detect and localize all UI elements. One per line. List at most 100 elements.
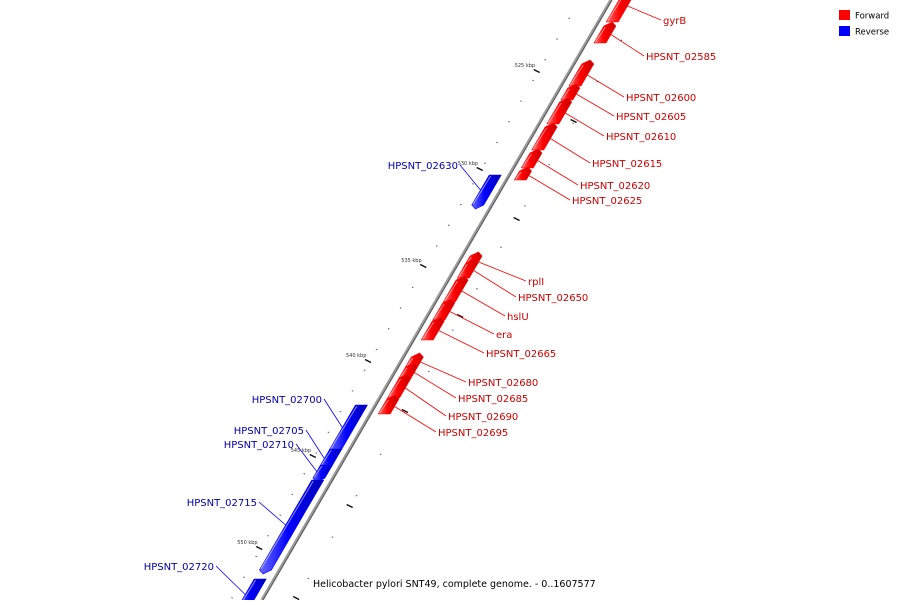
gene-connector (587, 74, 625, 98)
major-tick-mark (533, 68, 541, 74)
major-tick-label: 525 kbp (515, 63, 535, 69)
minor-tick (363, 369, 366, 371)
gene-connector (405, 387, 447, 417)
gene-feature-highlight (472, 175, 492, 205)
gene-connector (610, 34, 645, 57)
major-tick-mark (513, 216, 520, 222)
gene-feature-highlight (607, 0, 622, 22)
minor-tick (451, 329, 454, 331)
gene-label-hpsnt-02605[interactable]: HPSNT_02605 (616, 112, 686, 123)
minor-tick (459, 203, 462, 206)
gene-feature-highlight (330, 405, 358, 450)
minor-tick (351, 390, 354, 392)
gene-feature-hpsnt-02715[interactable] (259, 479, 325, 575)
major-tick-mark (364, 358, 372, 364)
major-tick-mark (309, 453, 317, 459)
minor-tick (255, 555, 258, 558)
gene-label-hpsnt-02630[interactable]: HPSNT_02630 (388, 161, 458, 172)
gene-feature-hpsnt-02665[interactable] (420, 316, 445, 341)
minor-tick (472, 183, 474, 185)
gene-label-hpsnt-02625[interactable]: HPSNT_02625 (572, 196, 642, 207)
minor-tick (315, 452, 318, 454)
gene-label-hpsnt-02665[interactable]: HPSNT_02665 (486, 349, 556, 360)
gene-connector (295, 443, 318, 472)
legend-forward-label: Forward (855, 12, 889, 22)
gene-label-rpli[interactable]: rplI (528, 277, 544, 288)
minor-tick (556, 38, 559, 40)
gene-label-hslu[interactable]: hslU (507, 312, 529, 323)
gene-label-hpsnt-02620[interactable]: HPSNT_02620 (580, 181, 650, 192)
genome-backbone (260, 0, 613, 601)
gene-label-hpsnt-02705[interactable]: HPSNT_02705 (234, 426, 304, 437)
minor-tick (379, 453, 382, 456)
gene-label-hpsnt-02585[interactable]: HPSNT_02585 (646, 52, 716, 63)
gene-label-hpsnt-02710[interactable]: HPSNT_02710 (224, 440, 294, 451)
minor-tick (532, 79, 535, 82)
major-tick-label: 550 kbp (237, 540, 257, 546)
gene-connector (627, 5, 662, 21)
gene-feature-highlight (547, 102, 562, 124)
gene-connector (258, 501, 286, 526)
gene-label-hpsnt-02600[interactable]: HPSNT_02600 (626, 93, 696, 104)
gene-connector (473, 270, 517, 298)
minor-tick (508, 121, 510, 123)
minor-tick (484, 162, 486, 164)
major-tick-mark (570, 118, 577, 124)
legend-reverse-label: Reverse (855, 28, 889, 38)
gene-feature-highlight (458, 263, 468, 278)
gene-labels: gyrB HPSNT_02585 HPSNT_02600 HPSNT_02605 HPS… (144, 16, 717, 573)
gene-feature-highlight (444, 280, 459, 302)
gene-label-hpsnt-02720[interactable]: HPSNT_02720 (144, 562, 214, 573)
minor-tick (387, 328, 390, 330)
gene-features (236, 0, 632, 605)
gene-label-hpsnt-02715[interactable]: HPSNT_02715 (187, 498, 257, 509)
gene-feature-hpsnt-02625[interactable] (513, 166, 532, 181)
gene-label-hpsnt-02615[interactable]: HPSNT_02615 (592, 159, 662, 170)
gene-feature-hpsnt-02585[interactable] (593, 21, 617, 44)
minor-tick (331, 536, 334, 538)
gene-connector (459, 164, 481, 191)
gene-connector (438, 330, 485, 354)
gene-feature-hpsnt-02710[interactable] (312, 464, 334, 483)
major-tick-mark (255, 545, 263, 551)
label-connectors (215, 5, 662, 595)
gene-connector (394, 406, 437, 433)
gene-connector (323, 398, 343, 428)
major-tick-mark (456, 313, 464, 319)
gene-label-hpsnt-02610[interactable]: HPSNT_02610 (606, 132, 676, 143)
gene-label-hpsnt-02680[interactable]: HPSNT_02680 (468, 378, 538, 389)
minor-tick (399, 307, 402, 309)
gene-feature-highlight (260, 480, 314, 570)
minor-tick (291, 493, 294, 496)
gene-label-hpsnt-02700[interactable]: HPSNT_02700 (252, 395, 322, 406)
gene-feature-highlight (388, 378, 402, 398)
gene-label-hpsnt-02685[interactable]: HPSNT_02685 (458, 394, 528, 405)
gene-feature-hpsnt-02720[interactable] (236, 578, 267, 605)
gene-connector (461, 290, 506, 317)
major-tick-label: 540 kbp (346, 353, 366, 359)
gene-feature-hpsnt-02630[interactable] (471, 174, 502, 210)
gene-connector (305, 429, 325, 459)
minor-tick (572, 122, 575, 124)
minor-tick (243, 576, 246, 578)
gene-label-era[interactable]: era (496, 330, 512, 341)
gene-label-hpsnt-02690[interactable]: HPSNT_02690 (448, 412, 518, 423)
gene-label-gyrb[interactable]: gyrB (663, 16, 686, 27)
gene-connector (215, 565, 246, 595)
gene-label-hpsnt-02650[interactable]: HPSNT_02650 (518, 293, 588, 304)
minor-tick (307, 577, 310, 580)
gene-feature-highlight (422, 321, 435, 340)
minor-tick (355, 494, 358, 497)
minor-tick (544, 58, 547, 61)
gene-connector (414, 372, 457, 399)
genome-caption: Helicobacter pylori SNT49, complete geno… (313, 579, 596, 590)
minor-tick (411, 286, 414, 289)
gene-feature-hpsnt-02695[interactable] (377, 394, 400, 415)
gene-feature-highlight (406, 357, 414, 367)
minor-tick (568, 17, 571, 20)
gene-label-hpsnt-02695[interactable]: HPSNT_02695 (438, 428, 508, 439)
minor-tick (620, 39, 623, 42)
major-tick-label: 530 kbp (458, 161, 478, 167)
gene-feature-highlight (319, 449, 332, 468)
